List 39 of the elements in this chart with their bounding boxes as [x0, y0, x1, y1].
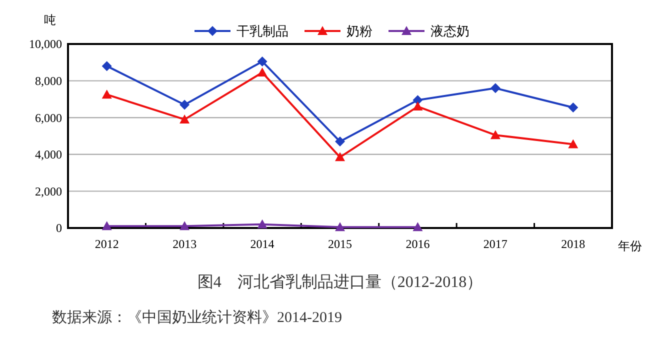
point [180, 114, 190, 124]
y-tick-label: 10,000 [29, 37, 62, 52]
point [335, 152, 345, 162]
x-tick-label: 2012 [94, 237, 119, 251]
point [568, 139, 578, 148]
point [335, 222, 345, 232]
x-tick-label: 2016 [406, 237, 430, 251]
legend-label: 干乳制品 [236, 24, 288, 40]
point [490, 130, 500, 140]
point [412, 222, 423, 232]
point [335, 136, 345, 147]
point [180, 100, 190, 110]
point [568, 102, 578, 112]
y-tick-label: 2,000 [35, 184, 62, 198]
y-axis-title: 吨 [44, 13, 56, 27]
point [490, 83, 500, 94]
legend-label: 奶粉 [346, 24, 372, 40]
point [102, 221, 112, 230]
x-tick-label: 2018 [561, 237, 586, 251]
x-tick-label: 2013 [172, 237, 197, 251]
x-axis-title: 年份 [618, 239, 642, 253]
point [180, 221, 190, 230]
point [412, 102, 423, 111]
point [257, 219, 268, 228]
y-tick-label: 0 [56, 221, 62, 236]
x-tick-label: 2015 [328, 237, 352, 251]
point [102, 90, 112, 99]
point [257, 68, 268, 77]
x-tick-label: 2017 [483, 237, 508, 251]
point [102, 61, 112, 72]
text: 图4 河北省乳制品进口量（2012-2018） [197, 273, 483, 291]
source-note: 数据来源：《中国奶业统计资料》2014-2019 [52, 309, 342, 326]
x-tick-label: 2014 [250, 237, 274, 251]
legend-label: 液态奶 [430, 24, 470, 40]
point [257, 56, 268, 66]
y-tick-label: 8,000 [35, 74, 62, 88]
y-tick-label: 4,000 [35, 148, 62, 162]
y-tick-label: 6,000 [35, 110, 62, 125]
point [412, 95, 423, 106]
